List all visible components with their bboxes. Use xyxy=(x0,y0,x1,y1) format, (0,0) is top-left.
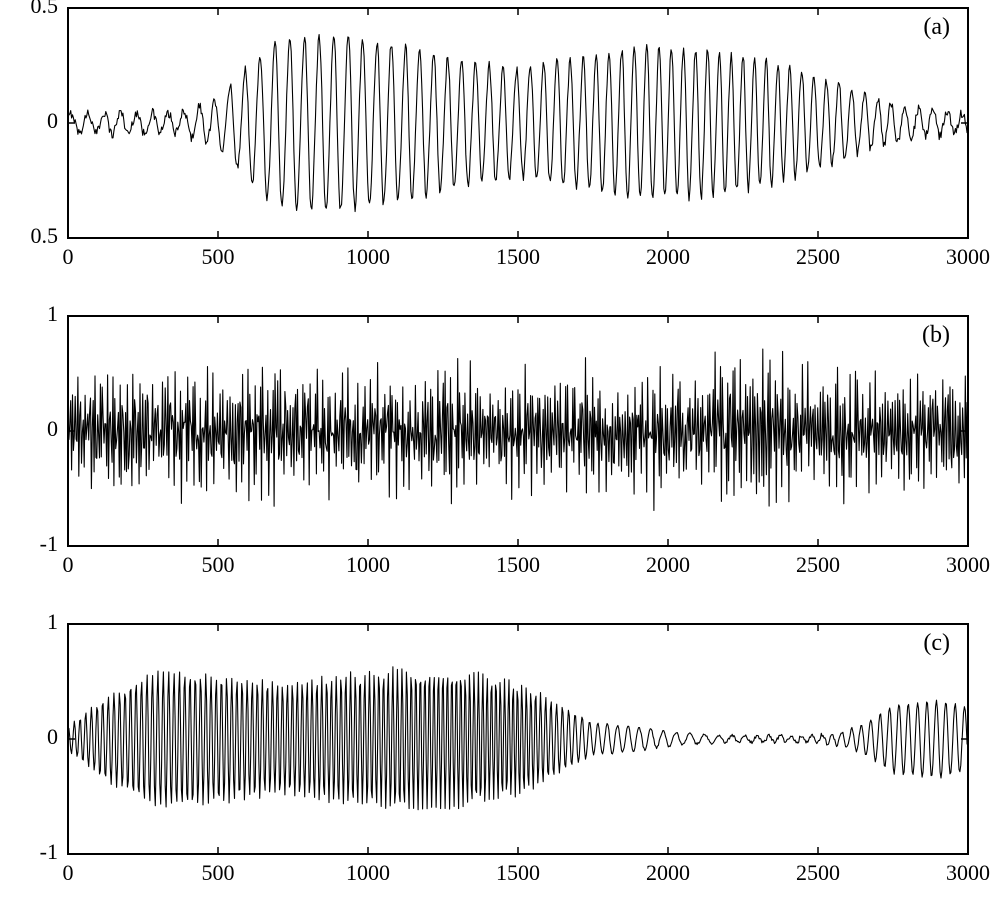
svg-text:0.5: 0.5 xyxy=(31,0,59,18)
svg-text:2000: 2000 xyxy=(646,552,690,577)
signal-series-c xyxy=(68,667,967,810)
svg-text:2500: 2500 xyxy=(796,552,840,577)
panel-label: (c) xyxy=(923,630,950,656)
svg-text:2000: 2000 xyxy=(646,860,690,885)
svg-text:1500: 1500 xyxy=(496,860,540,885)
panel-a: 0500100015002000250030000.500.5(a) xyxy=(31,0,991,269)
svg-text:1500: 1500 xyxy=(496,244,540,269)
svg-text:0: 0 xyxy=(47,108,58,133)
svg-text:0: 0 xyxy=(63,860,74,885)
svg-text:0: 0 xyxy=(63,552,74,577)
panel-label: (a) xyxy=(923,14,950,40)
svg-text:1: 1 xyxy=(47,609,58,634)
svg-text:1000: 1000 xyxy=(346,552,390,577)
svg-text:3000: 3000 xyxy=(946,860,990,885)
svg-text:2500: 2500 xyxy=(796,244,840,269)
svg-text:2500: 2500 xyxy=(796,860,840,885)
svg-text:3000: 3000 xyxy=(946,244,990,269)
svg-text:1000: 1000 xyxy=(346,860,390,885)
svg-text:0: 0 xyxy=(47,724,58,749)
svg-text:0: 0 xyxy=(47,416,58,441)
svg-text:-1: -1 xyxy=(40,839,58,864)
svg-text:1500: 1500 xyxy=(496,552,540,577)
signal-figure: 0500100015002000250030000.500.5(a)050010… xyxy=(0,0,1000,909)
svg-text:-1: -1 xyxy=(40,531,58,556)
panel-b: 050010001500200025003000-101(b) xyxy=(40,301,990,577)
svg-text:500: 500 xyxy=(202,860,235,885)
panel-c: 050010001500200025003000-101(c) xyxy=(40,609,990,885)
signal-series-a xyxy=(68,35,967,212)
panel-label: (b) xyxy=(922,322,950,348)
svg-text:1000: 1000 xyxy=(346,244,390,269)
svg-text:1: 1 xyxy=(47,301,58,326)
svg-text:0.5: 0.5 xyxy=(31,223,59,248)
svg-text:3000: 3000 xyxy=(946,552,990,577)
figure-svg: 0500100015002000250030000.500.5(a)050010… xyxy=(0,0,1000,909)
signal-series-b xyxy=(68,349,967,510)
svg-text:500: 500 xyxy=(202,244,235,269)
svg-text:0: 0 xyxy=(63,244,74,269)
svg-text:2000: 2000 xyxy=(646,244,690,269)
svg-text:500: 500 xyxy=(202,552,235,577)
